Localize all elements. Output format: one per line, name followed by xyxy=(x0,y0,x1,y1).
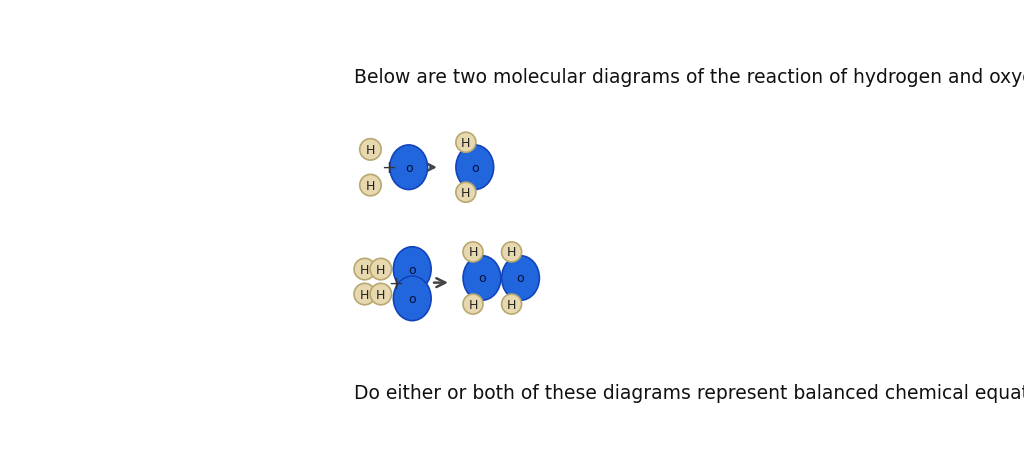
Text: H: H xyxy=(461,137,471,150)
Circle shape xyxy=(370,259,391,280)
Ellipse shape xyxy=(390,146,428,190)
Ellipse shape xyxy=(463,256,501,300)
Ellipse shape xyxy=(502,256,540,300)
Ellipse shape xyxy=(393,247,431,292)
Text: +: + xyxy=(382,159,396,177)
Text: H: H xyxy=(507,246,516,259)
Text: H: H xyxy=(360,263,370,276)
Text: H: H xyxy=(507,298,516,311)
Text: H: H xyxy=(461,186,471,199)
Text: H: H xyxy=(366,144,375,156)
Circle shape xyxy=(502,242,521,263)
Circle shape xyxy=(502,294,521,314)
Text: H: H xyxy=(360,288,370,301)
Text: H: H xyxy=(376,288,385,301)
Text: H: H xyxy=(468,298,477,311)
Circle shape xyxy=(456,133,476,153)
Circle shape xyxy=(354,284,376,305)
Text: o: o xyxy=(409,292,416,305)
Circle shape xyxy=(463,294,483,314)
Text: H: H xyxy=(366,179,375,192)
Text: H: H xyxy=(468,246,477,259)
Text: o: o xyxy=(478,272,485,285)
Ellipse shape xyxy=(393,276,431,321)
Circle shape xyxy=(354,259,376,280)
Circle shape xyxy=(463,242,483,263)
Circle shape xyxy=(359,139,381,161)
Text: o: o xyxy=(404,162,413,175)
Text: o: o xyxy=(471,162,478,175)
Circle shape xyxy=(456,183,476,203)
Text: +: + xyxy=(388,274,403,292)
Text: o: o xyxy=(517,272,524,285)
Text: Below are two molecular diagrams of the reaction of hydrogen and oxygen to make : Below are two molecular diagrams of the … xyxy=(354,68,1024,87)
Circle shape xyxy=(370,284,391,305)
Ellipse shape xyxy=(456,146,494,190)
Text: H: H xyxy=(376,263,385,276)
Circle shape xyxy=(359,175,381,196)
Text: o: o xyxy=(409,263,416,276)
Text: Do either or both of these diagrams represent balanced chemical equations?: Do either or both of these diagrams repr… xyxy=(354,383,1024,402)
